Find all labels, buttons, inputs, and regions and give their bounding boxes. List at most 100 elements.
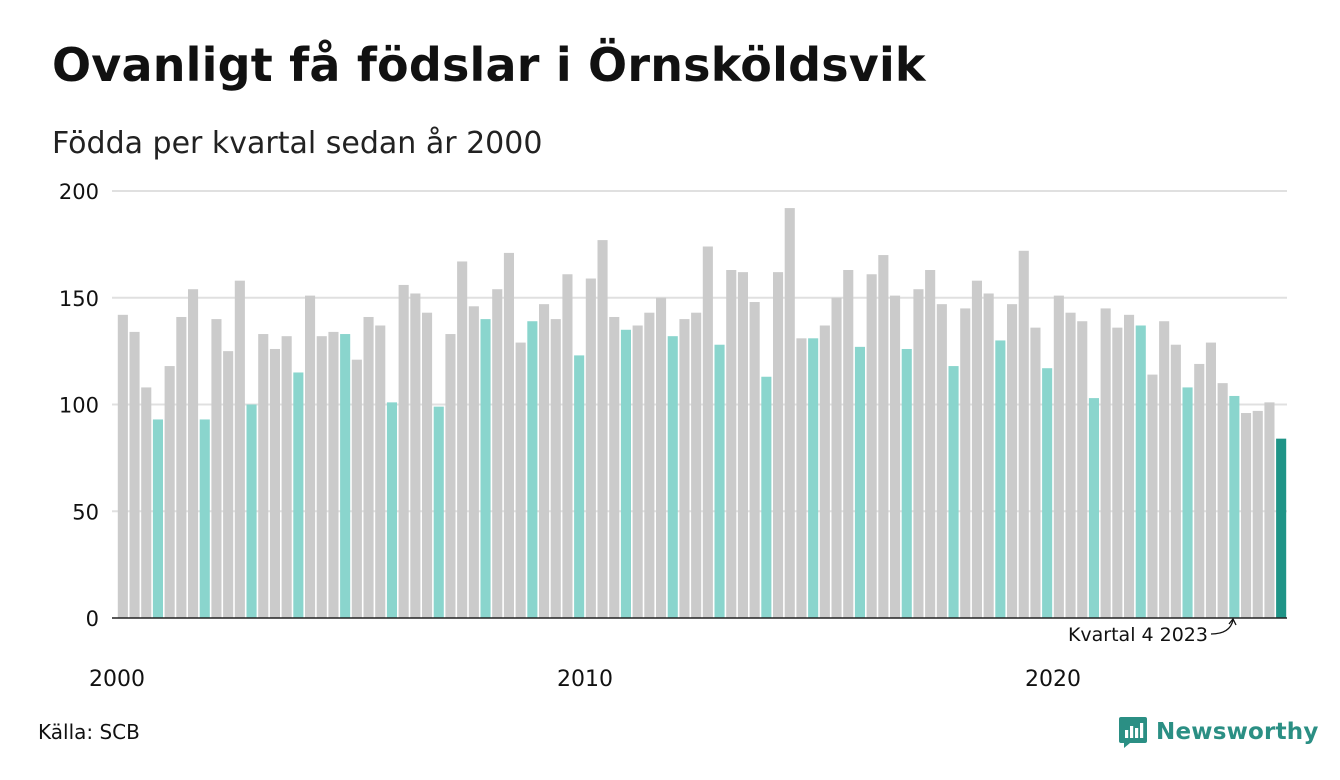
bar-2012-q4	[714, 344, 725, 618]
bar-2012-q2	[691, 312, 702, 618]
annotation-kvartal-4-2023: Kvartal 4 2023	[1068, 617, 1237, 646]
bar-chart: 0 50 100 150 200 2000 2010 2020 Kvartal 4 2023	[59, 180, 1287, 692]
bar-2000-q4	[152, 419, 163, 618]
bar-2007-q1	[445, 334, 456, 618]
chart-title: Ovanligt få födslar i Örnsköldsvik	[52, 38, 926, 92]
bar-2010-q2	[597, 240, 608, 619]
bar-2020-q1	[1053, 295, 1064, 618]
bar-2024-q1	[1241, 413, 1252, 618]
bar-2002-q1	[211, 319, 222, 618]
bar-2022-q3	[1170, 344, 1181, 618]
bar-2021-q1	[1100, 308, 1111, 618]
bar-2013-q3	[749, 302, 760, 618]
bar-2011-q3	[656, 297, 667, 618]
bar-2008-q3	[515, 342, 526, 618]
bar-2000-q2	[129, 331, 140, 618]
bar-2012-q3	[702, 246, 713, 618]
bar-2019-q2	[1018, 250, 1029, 618]
bar-2017-q4	[948, 366, 959, 618]
bar-2001-q3	[188, 289, 199, 618]
bar-2017-q1	[913, 289, 924, 618]
bar-2016-q1	[866, 274, 877, 618]
bar-2004-q3	[328, 331, 339, 618]
bar-2011-q2	[644, 312, 655, 618]
bar-2010-q4	[620, 329, 631, 618]
bar-2013-q1	[726, 269, 737, 618]
bar-2013-q4	[761, 376, 772, 618]
bar-2023-q3	[1217, 383, 1228, 618]
bar-2003-q2	[269, 348, 280, 618]
bar-2024-q4	[1276, 438, 1287, 618]
bar-2003-q4	[293, 372, 304, 618]
bar-2004-q4	[340, 334, 351, 618]
bar-2014-q1	[773, 272, 784, 618]
bar-2002-q3	[234, 280, 245, 618]
bar-2022-q4	[1182, 387, 1193, 618]
bar-2000-q1	[117, 314, 128, 618]
bar-2023-q2	[1205, 342, 1216, 618]
bars	[117, 208, 1287, 619]
bar-2021-q2	[1112, 327, 1123, 618]
bar-2008-q1	[492, 289, 503, 618]
bar-2022-q2	[1159, 321, 1170, 618]
bar-2006-q4	[433, 406, 444, 618]
bar-2002-q4	[246, 404, 257, 618]
y-tick-label-0: 0	[86, 607, 99, 631]
bar-2018-q2	[971, 280, 982, 618]
y-tick-label-100: 100	[59, 394, 99, 418]
bar-2008-q4	[527, 321, 538, 618]
bar-2013-q2	[737, 272, 748, 618]
bar-2000-q3	[141, 387, 152, 618]
bar-2006-q2	[410, 293, 421, 618]
bar-2024-q2	[1252, 410, 1263, 618]
bar-2016-q2	[878, 255, 889, 619]
bar-2007-q4	[480, 319, 491, 618]
bar-2020-q3	[1077, 321, 1088, 618]
bar-2001-q2	[176, 316, 187, 618]
bar-2022-q1	[1147, 374, 1158, 618]
bar-2001-q4	[199, 419, 210, 618]
bar-2016-q3	[890, 295, 901, 618]
x-axis-ticks: 2000 2010 2020	[89, 667, 1081, 692]
bar-2016-q4	[901, 348, 912, 618]
bar-2004-q2	[316, 336, 327, 618]
bar-2024-q3	[1264, 402, 1275, 618]
annotation-arrow	[1210, 619, 1234, 635]
bar-2014-q3	[796, 338, 807, 618]
bar-2020-q4	[1088, 398, 1099, 618]
bar-2005-q2	[363, 316, 374, 618]
bar-2011-q4	[667, 336, 678, 618]
bar-2018-q4	[995, 340, 1006, 618]
x-tick-label-2010: 2010	[557, 667, 613, 692]
bar-2009-q2	[550, 319, 561, 618]
bar-2006-q1	[398, 284, 409, 618]
bar-2019-q1	[1007, 304, 1018, 618]
y-tick-label-150: 150	[59, 287, 99, 311]
bar-2019-q4	[1042, 368, 1053, 618]
bar-2021-q3	[1124, 314, 1135, 618]
bar-2005-q4	[386, 402, 397, 618]
bar-2020-q2	[1065, 312, 1076, 618]
bar-2023-q1	[1194, 363, 1205, 618]
y-tick-label-200: 200	[59, 180, 99, 204]
bar-2007-q3	[468, 306, 479, 618]
bar-2004-q1	[305, 295, 316, 618]
bar-2009-q1	[539, 304, 550, 618]
bar-2023-q4	[1229, 395, 1240, 618]
bar-2009-q3	[562, 274, 573, 618]
newsworthy-logo-icon	[1119, 717, 1147, 748]
bar-2012-q1	[679, 319, 690, 618]
x-tick-label-2020: 2020	[1025, 667, 1081, 692]
x-tick-label-2000: 2000	[89, 667, 145, 692]
bar-2003-q3	[281, 336, 292, 618]
bar-2018-q1	[960, 308, 971, 618]
bar-2017-q2	[925, 269, 936, 618]
bar-2015-q3	[843, 269, 854, 618]
bar-2008-q2	[503, 252, 514, 619]
bar-2007-q2	[457, 261, 468, 618]
bar-2015-q2	[831, 297, 842, 618]
bar-2021-q4	[1135, 325, 1146, 618]
bar-2002-q2	[223, 351, 234, 618]
bar-2014-q2	[784, 208, 795, 618]
annotation-arrowhead	[1228, 617, 1237, 626]
